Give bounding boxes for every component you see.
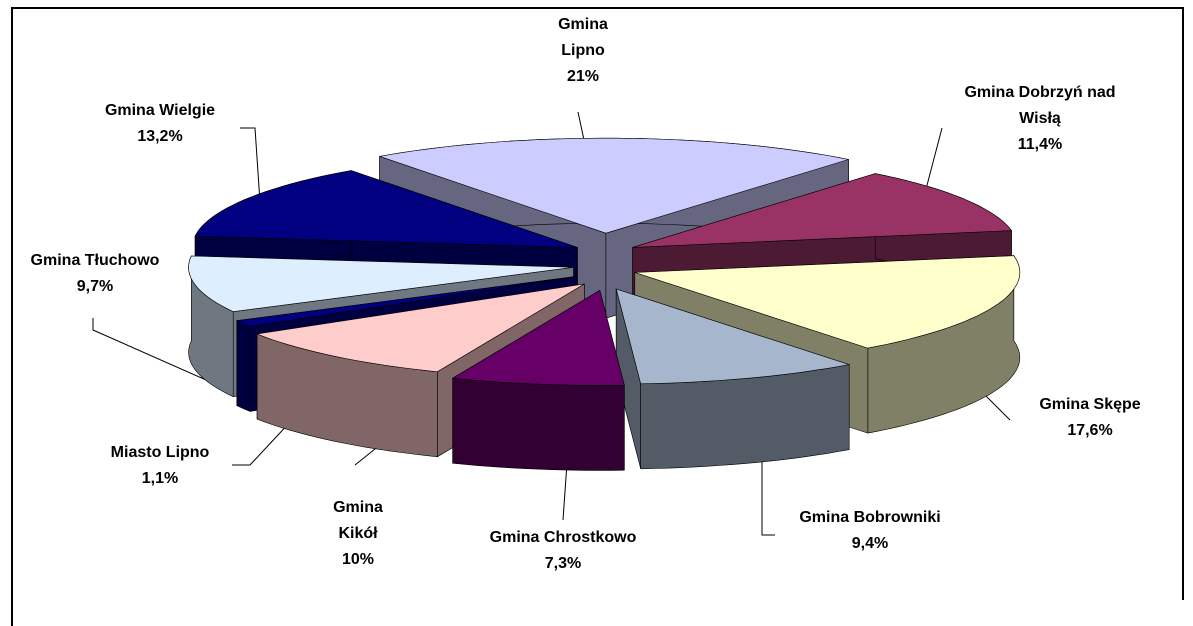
slice — [615, 288, 850, 470]
category-label: Miasto Lipno — [110, 444, 210, 461]
leader-line — [562, 462, 568, 521]
category-label: Gmina Dobrzyń nad Wisłą — [964, 84, 1116, 127]
category-label: Gmina Tłuchowo — [30, 252, 160, 269]
data-label: Miasto Lipno 1,1% — [80, 440, 240, 492]
category-label: Gmina Chrostkowo — [489, 529, 637, 546]
value-label: 17,6% — [1067, 422, 1113, 439]
pie — [188, 137, 1021, 471]
slice-rim — [452, 377, 625, 471]
category-label: Gmina Bobrowniki — [799, 509, 941, 526]
value-label: 10% — [341, 551, 375, 568]
frame — [11, 7, 1184, 626]
slice-top — [615, 288, 850, 385]
category-label: Gmina Wielgie — [104, 102, 216, 119]
value-label: 21% — [566, 68, 600, 85]
value-label: 11,4% — [1017, 136, 1063, 153]
data-label: Gmina Skępe 17,6% — [1010, 392, 1170, 444]
value-label: 9,7% — [76, 278, 114, 295]
value-label: 9,4% — [851, 535, 889, 552]
value-label: 1,1% — [141, 470, 179, 487]
slice-top — [235, 276, 578, 327]
data-label: Gmina Chrostkowo 7,3% — [448, 525, 678, 577]
slice-top — [194, 170, 578, 248]
slice — [451, 289, 625, 471]
value-label: 7,3% — [544, 555, 582, 572]
leader-line — [92, 318, 241, 396]
data-label: Gmina Lipno 21% — [538, 12, 628, 90]
data-label: Gmina Wielgie 13,2% — [75, 98, 245, 150]
slice-top — [188, 255, 574, 313]
slice-top — [634, 255, 1021, 349]
leader-line — [232, 419, 293, 466]
data-label: Gmina Kikół 10% — [318, 495, 398, 573]
data-label: Gmina Dobrzyń nad Wisłą 11,4% — [950, 80, 1130, 158]
slice-top — [632, 173, 1013, 248]
slice-rim — [236, 320, 251, 412]
category-label: Gmina Lipno — [558, 16, 608, 59]
category-label: Gmina Skępe — [1039, 396, 1141, 413]
data-label: Gmina Tłuchowo 9,7% — [5, 248, 185, 300]
category-label: Gmina Kikół — [333, 499, 383, 542]
data-label: Gmina Bobrowniki 9,4% — [780, 505, 960, 557]
value-label: 13,2% — [137, 128, 183, 145]
leader-line — [761, 460, 775, 536]
slice-top — [379, 137, 849, 234]
slice-top — [255, 283, 585, 373]
slice-top — [451, 289, 625, 386]
